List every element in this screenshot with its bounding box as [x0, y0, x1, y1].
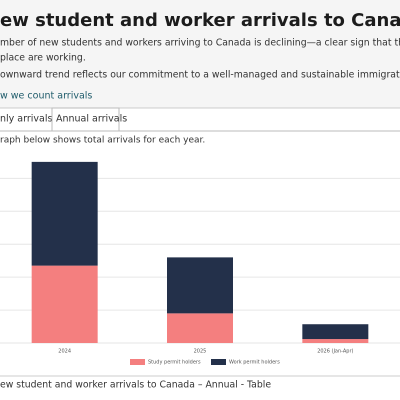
- x-tick-label: 2026 (Jan-Apr): [317, 349, 353, 355]
- chart: 2024 2025 2026 (Jan-Apr) Study permit holde…: [0, 161, 400, 366]
- x-tick-label: 2024: [58, 349, 71, 355]
- intro: raph below shows total arrivals for each…: [0, 136, 205, 146]
- bar-segment: [302, 339, 369, 343]
- legend-label: Work permit holders: [229, 360, 280, 366]
- legend-swatch: [130, 359, 145, 365]
- table-caption[interactable]: ew student and worker arrivals to Canada…: [0, 380, 271, 391]
- bar-segment: [167, 313, 233, 343]
- x-tick-label: 2025: [194, 349, 207, 355]
- paragraph: mber of new students and workers arrivin…: [0, 38, 400, 49]
- bar-segment: [31, 265, 98, 343]
- active-tab-box: [51, 107, 120, 132]
- tab[interactable]: Annual arrivals: [56, 114, 127, 125]
- link[interactable]: w we count arrivals: [0, 91, 92, 102]
- tab[interactable]: nly arrivals: [0, 114, 52, 125]
- bar-segment: [167, 257, 233, 314]
- bar-segment: [31, 161, 98, 266]
- paragraph: ownward trend reflects our commitment to…: [0, 70, 400, 81]
- header-bg: [0, 0, 400, 108]
- page-title: ew student and worker arrivals to Canada: [0, 10, 400, 31]
- bar-segment: [302, 324, 369, 340]
- legend-label: Study permit holders: [148, 360, 201, 366]
- paragraph: place are working.: [0, 53, 86, 64]
- legend-swatch: [211, 359, 226, 365]
